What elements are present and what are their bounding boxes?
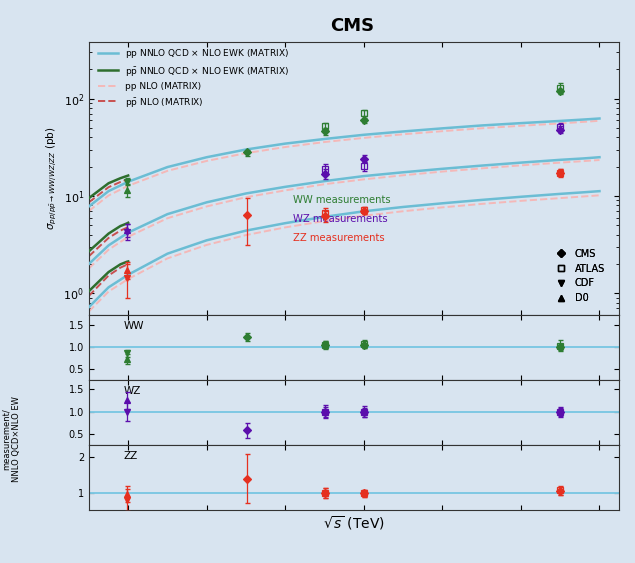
Text: ZZ: ZZ (123, 451, 138, 461)
Text: ZZ measurements: ZZ measurements (293, 233, 385, 243)
Text: WZ: WZ (123, 386, 141, 396)
Y-axis label: $\sigma_{pp/p\bar{p}\rightarrow WW/WZ/ZZ}$ (pb): $\sigma_{pp/p\bar{p}\rightarrow WW/WZ/ZZ… (45, 127, 59, 230)
X-axis label: $\sqrt{s}$ (TeV): $\sqrt{s}$ (TeV) (323, 513, 385, 531)
Text: measurement/
NNLO QCD×NLO EW: measurement/ NNLO QCD×NLO EW (2, 396, 21, 482)
Legend: CMS, ATLAS, CDF, D0: CMS, ATLAS, CDF, D0 (551, 245, 609, 307)
Text: WW measurements: WW measurements (293, 195, 391, 205)
Text: WZ measurements: WZ measurements (293, 214, 387, 224)
Text: WW: WW (123, 321, 144, 331)
Text: CMS: CMS (330, 17, 375, 35)
